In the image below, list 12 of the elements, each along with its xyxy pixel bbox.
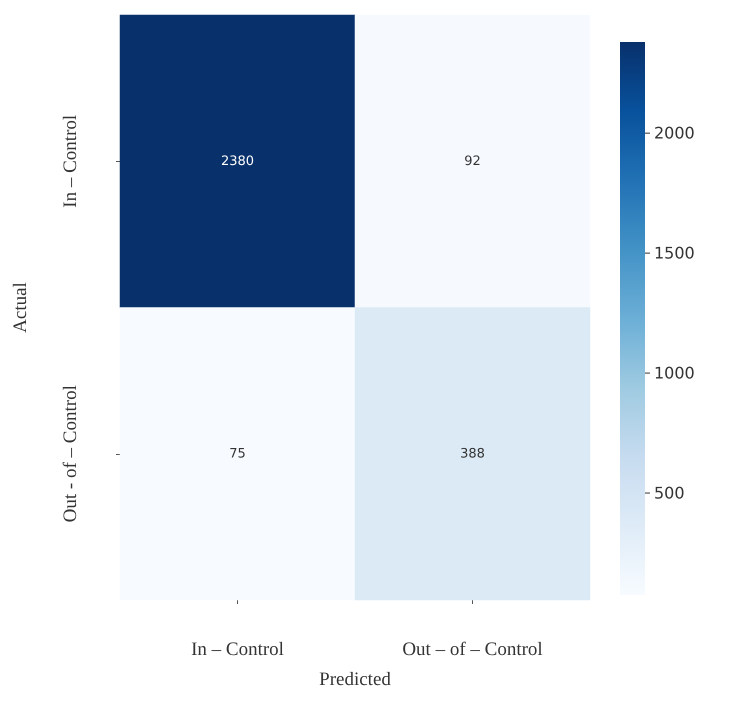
color-bar-label: 2000 (654, 124, 695, 143)
x-axis-title: Predicted (319, 669, 392, 690)
color-bar-label: 1500 (654, 244, 695, 263)
y-axis-title: Actual (10, 282, 31, 333)
color-bar-label: 1000 (654, 364, 695, 383)
data-label: 2380 (220, 154, 254, 169)
data-label: 75 (229, 446, 246, 462)
data-label: 92 (464, 154, 481, 169)
y-tick-label: Out - of – Control (60, 385, 81, 522)
data-label: 388 (460, 446, 485, 462)
x-tick-label: Out – of – Control (402, 639, 543, 660)
color-bar-label: 500 (654, 484, 685, 503)
